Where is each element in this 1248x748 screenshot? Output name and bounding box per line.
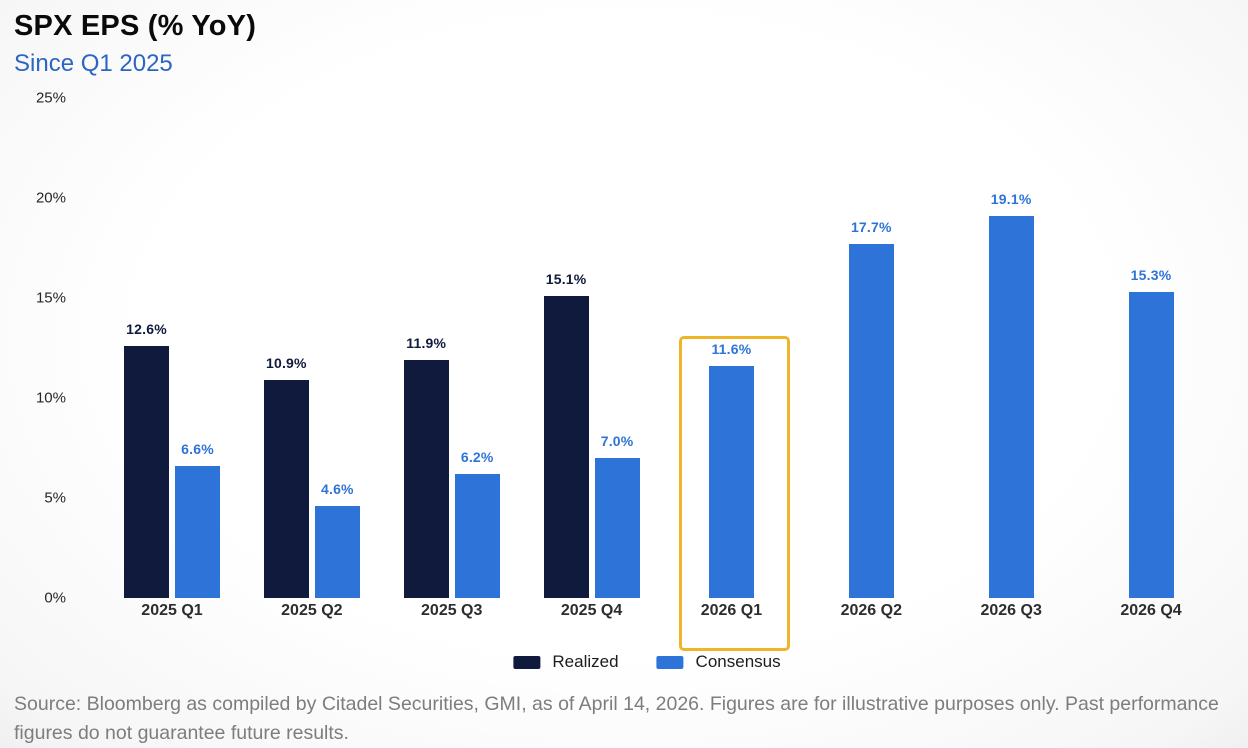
bar-consensus-2025-q3 (454, 474, 500, 598)
legend-swatch-realized (513, 655, 541, 669)
bar-consensus-2026-q1 (708, 366, 754, 598)
x-label-2026-q2: 2026 Q2 (840, 602, 902, 619)
y-tick-10: 10% (35, 389, 66, 407)
x-label-2025-q4: 2025 Q4 (560, 602, 623, 619)
bar-realized-2025-q1 (124, 346, 169, 598)
x-label-2025-q3: 2025 Q3 (421, 602, 483, 619)
value-label-realized-2025-q2: 10.9% (266, 355, 307, 371)
bar-realized-2025-q3 (403, 360, 449, 598)
value-label-consensus-2026-q3: 19.1% (990, 191, 1032, 207)
x-label-2026-q1: 2026 Q1 (700, 602, 763, 619)
y-tick-0: 0% (44, 589, 66, 607)
value-label-realized-2025-q4: 15.1% (545, 271, 587, 287)
chart-subtitle: Since Q1 2025 (14, 50, 173, 77)
legend-item-realized: Realized (513, 652, 619, 672)
legend-label-consensus: Consensus (695, 652, 781, 671)
value-label-consensus-2025-q3: 6.2% (460, 449, 494, 465)
legend-item-consensus: Consensus (656, 652, 781, 672)
value-label-consensus-2026-q1: 11.6% (711, 341, 752, 357)
source-note: Source: Bloomberg as compiled by Citadel… (14, 693, 1219, 745)
x-label-2026-q3: 2026 Q3 (980, 602, 1042, 619)
y-tick-20: 20% (35, 189, 66, 207)
bar-realized-2025-q4 (543, 296, 589, 598)
bar-consensus-2026-q3 (988, 216, 1034, 598)
x-label-2026-q4: 2026 Q4 (1120, 602, 1182, 619)
value-label-realized-2025-q1: 12.6% (126, 321, 167, 337)
x-label-2025-q1: 2025 Q1 (141, 602, 203, 619)
value-label-consensus-2025-q4: 7.0% (600, 433, 634, 449)
value-label-consensus-2025-q2: 4.6% (321, 481, 354, 497)
y-tick-25: 25% (35, 89, 66, 107)
value-label-consensus-2026-q2: 17.7% (850, 219, 892, 235)
value-label-realized-2025-q3: 11.9% (406, 335, 447, 351)
highlight-box (678, 336, 790, 651)
legend-label-realized: Realized (552, 652, 619, 671)
legend: Realized Consensus (513, 652, 781, 672)
value-label-consensus-2025-q1: 6.6% (181, 441, 214, 457)
value-label-consensus-2026-q4: 15.3% (1130, 267, 1172, 283)
x-label-2025-q2: 2025 Q2 (281, 602, 343, 619)
legend-swatch-consensus (656, 655, 684, 669)
bar-consensus-2025-q1 (175, 466, 220, 598)
bar-consensus-2026-q2 (848, 244, 894, 598)
y-tick-5: 5% (44, 489, 66, 507)
bar-consensus-2025-q4 (594, 458, 640, 598)
bar-consensus-2025-q2 (314, 506, 360, 598)
chart-title: SPX EPS (% YoY) (14, 10, 257, 42)
bar-consensus-2026-q4 (1128, 292, 1174, 598)
bar-realized-2025-q2 (263, 380, 309, 598)
y-tick-15: 15% (35, 289, 66, 307)
